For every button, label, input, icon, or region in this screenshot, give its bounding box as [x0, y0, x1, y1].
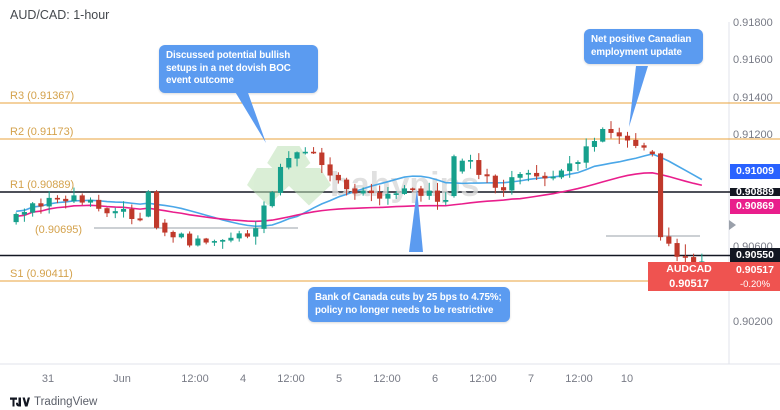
svg-text:TradingView: TradingView: [34, 396, 98, 408]
svg-text:4: 4: [240, 373, 246, 385]
svg-text:R3 (0.91367): R3 (0.91367): [10, 90, 74, 102]
svg-text:R2 (0.91173): R2 (0.91173): [10, 126, 73, 138]
svg-text:(0.90695): (0.90695): [35, 224, 82, 236]
svg-text:0.91600: 0.91600: [733, 54, 773, 66]
svg-text:AUD/CAD: 1-hour: AUD/CAD: 1-hour: [10, 8, 109, 22]
svg-text:7: 7: [528, 373, 534, 385]
svg-text:0.90200: 0.90200: [733, 316, 773, 328]
svg-text:Jun: Jun: [113, 373, 131, 385]
svg-text:0.91800: 0.91800: [733, 17, 773, 29]
svg-text:babypips: babypips: [330, 166, 479, 204]
svg-text:5: 5: [336, 373, 342, 385]
svg-text:12:00: 12:00: [373, 373, 401, 385]
svg-text:10: 10: [621, 373, 633, 385]
svg-text:12:00: 12:00: [181, 373, 209, 385]
svg-text:0.91400: 0.91400: [733, 92, 773, 104]
svg-text:6: 6: [432, 373, 438, 385]
svg-text:S1 (0.90411): S1 (0.90411): [10, 268, 73, 280]
svg-text:31: 31: [42, 373, 54, 385]
svg-text:R1 (0.90889): R1 (0.90889): [10, 179, 74, 191]
svg-text:12:00: 12:00: [565, 373, 593, 385]
svg-text:12:00: 12:00: [469, 373, 497, 385]
svg-text:12:00: 12:00: [277, 373, 305, 385]
